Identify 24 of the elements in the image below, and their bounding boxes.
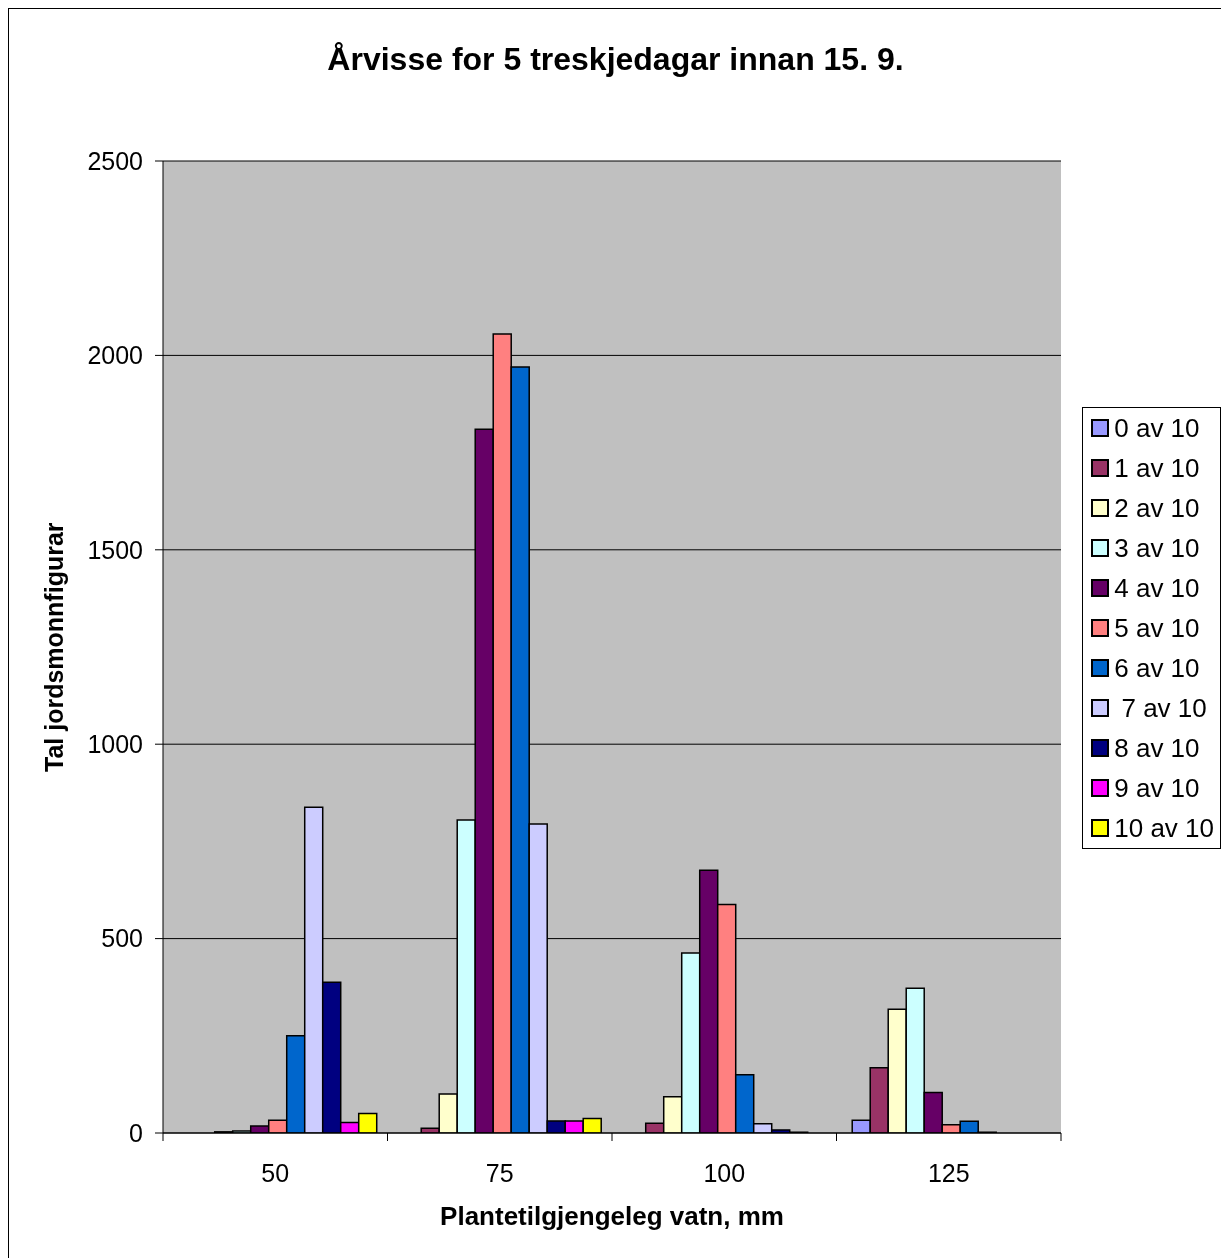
legend-label: 9 av 10: [1114, 772, 1200, 803]
x-tick-label: 75: [485, 1159, 514, 1187]
y-tick-label: 0: [129, 1118, 143, 1147]
x-tick-label: 50: [261, 1159, 290, 1187]
legend-label: 2 av 10: [1114, 492, 1200, 523]
y-tick-label: 2500: [87, 146, 143, 175]
legend-label: 5 av 10: [1114, 612, 1200, 643]
x-tick-label: 100: [703, 1159, 746, 1187]
legend-label: 7 av 10: [1120, 692, 1207, 723]
legend-label: 6 av 10: [1114, 652, 1200, 683]
y-tick-label: 1000: [87, 730, 143, 759]
legend-label: 4 av 10: [1114, 572, 1200, 603]
legend-label: 8 av 10: [1114, 732, 1200, 763]
x-axis-title: Plantetilgjengeleg vatn, mm: [440, 1201, 784, 1231]
y-axis-title: Tal jordsmonnfigurar: [39, 522, 69, 772]
y-tick-label: 1500: [87, 535, 143, 564]
x-tick-label: 125: [927, 1159, 970, 1187]
y-tick-label: 2000: [87, 341, 143, 370]
legend-label: 10 av 10: [1114, 812, 1214, 843]
legend-label: 3 av 10: [1114, 532, 1200, 563]
legend-label: 0 av 10: [1114, 412, 1200, 443]
legend-label: 1 av 10: [1114, 452, 1200, 483]
chart-title: Årvisse for 5 treskjedagar innan 15. 9.: [327, 41, 904, 77]
y-tick-label: 500: [101, 924, 143, 953]
